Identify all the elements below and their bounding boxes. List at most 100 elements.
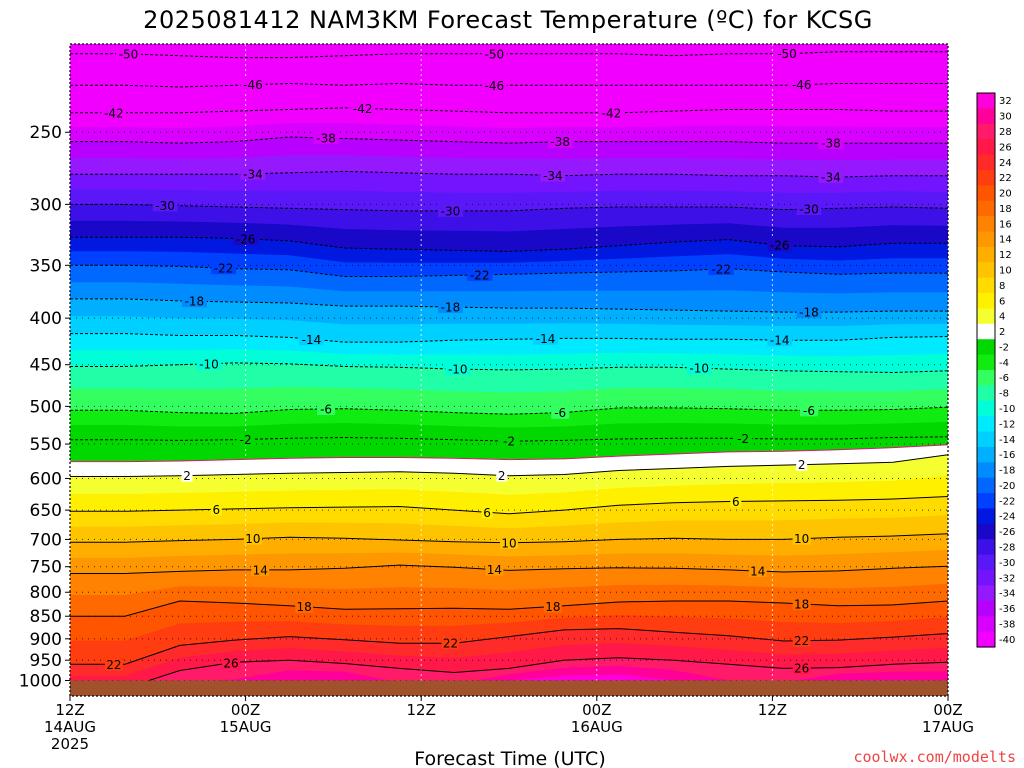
chart-title: 2025081412 NAM3KM Forecast Temperature (… xyxy=(143,6,873,34)
contour-label: -38 xyxy=(821,137,841,151)
contour-label-bg xyxy=(313,131,339,145)
colorbar-label: -16 xyxy=(999,450,1015,461)
colorbar-label: -8 xyxy=(999,389,1009,400)
contour-label-bg xyxy=(818,169,844,183)
contour-label-bg xyxy=(792,661,811,675)
contour-label: -6 xyxy=(320,402,332,416)
contour-label: -42 xyxy=(353,102,373,116)
contour-label-bg xyxy=(485,562,504,576)
contour-label: -18 xyxy=(799,306,819,320)
contour-label: -50 xyxy=(485,47,505,61)
contour-label: 2 xyxy=(183,469,191,483)
colorbar-swatch xyxy=(977,231,995,248)
x-axis-label: Forecast Time (UTC) xyxy=(414,748,605,768)
contour-label-bg xyxy=(233,231,259,245)
contour-label-bg xyxy=(796,305,822,319)
colorbar-swatch xyxy=(977,523,995,540)
y-tick-label: 800 xyxy=(30,583,62,603)
contour-label-bg xyxy=(598,105,624,119)
x-tick-label: 00Z xyxy=(933,701,962,719)
x-tick-label: 12Z xyxy=(758,701,787,719)
colorbar-label: 22 xyxy=(999,173,1012,184)
contour-label: -30 xyxy=(155,199,175,213)
contour-label-bg xyxy=(767,333,793,347)
contour-label: 18 xyxy=(794,597,809,611)
contour-label: 14 xyxy=(253,563,268,577)
contour-label: 14 xyxy=(487,563,502,577)
contour-label-bg xyxy=(196,356,222,370)
colorbar-label: -14 xyxy=(999,435,1015,446)
colorbar-label: 4 xyxy=(999,312,1005,323)
contour-label-bg xyxy=(251,562,270,576)
contour-label: -22 xyxy=(214,262,234,276)
contour-label: -14 xyxy=(536,332,556,346)
colorbar-swatch xyxy=(977,400,995,417)
x-tick-label: 2025 xyxy=(51,735,89,753)
colorbar-swatch xyxy=(977,139,995,156)
ground-layer xyxy=(70,680,948,696)
contour-label-bg xyxy=(441,636,460,650)
colorbar-label: 30 xyxy=(999,112,1012,123)
source-credit[interactable]: coolwx.com/modelts xyxy=(853,748,1016,766)
colorbar-swatch xyxy=(977,123,995,140)
colorbar-swatch xyxy=(977,200,995,217)
contour-line xyxy=(70,564,948,574)
colorbar-label: -22 xyxy=(999,496,1015,507)
colorbar-swatch xyxy=(977,493,995,510)
contour-label-bg xyxy=(481,78,507,92)
contour-label-bg xyxy=(181,468,193,482)
contour-label: 6 xyxy=(213,503,221,517)
contour-label: 18 xyxy=(545,600,560,614)
contour-label: -26 xyxy=(236,232,256,246)
colorbar-swatch xyxy=(977,570,995,587)
colorbar-label: -28 xyxy=(999,542,1015,553)
contour-label: -46 xyxy=(792,78,812,92)
contour-label-bg xyxy=(792,531,811,545)
contour-label: 22 xyxy=(443,637,458,651)
contour-label-bg xyxy=(533,331,559,345)
colorbar-swatch xyxy=(977,216,995,233)
contour-label-bg xyxy=(734,431,753,445)
colorbar-label: 2 xyxy=(999,327,1005,338)
contour-label: -18 xyxy=(441,301,461,315)
contour-label-bg xyxy=(104,657,123,671)
contour-label: -10 xyxy=(448,363,468,377)
colorbar-swatch xyxy=(977,370,995,386)
contour-label-bg xyxy=(101,105,127,119)
colorbar-label: 26 xyxy=(999,142,1012,153)
ground-below-surface xyxy=(70,680,948,696)
contour-label-bg xyxy=(240,166,266,180)
contour-label: -30 xyxy=(799,202,819,216)
colorbar-label: 24 xyxy=(999,158,1012,169)
colorbar-label: 20 xyxy=(999,189,1012,200)
contour-label-bg xyxy=(240,77,266,91)
contour-label-bg xyxy=(500,535,518,549)
colorbar-swatch xyxy=(977,616,995,633)
contour-label: -6 xyxy=(554,406,566,420)
x-tick-label: 16AUG xyxy=(571,718,623,736)
contour-label-bg xyxy=(774,46,800,60)
plot-frame xyxy=(69,43,949,697)
contour-label-bg xyxy=(551,405,570,419)
colorbar-swatch xyxy=(977,262,995,279)
contour-label-bg xyxy=(818,136,844,150)
colorbar-swatch xyxy=(977,446,995,463)
contour-label: -38 xyxy=(316,132,336,146)
contour-label-bg xyxy=(730,494,742,508)
contour-label: 18 xyxy=(296,600,311,614)
contour-label-bg xyxy=(686,361,712,375)
y-tick-label: 300 xyxy=(30,195,62,215)
colorbar-label: -34 xyxy=(999,589,1015,600)
colorbar-swatch xyxy=(977,477,995,494)
colorbar-swatch xyxy=(977,354,995,371)
contour-label-bg xyxy=(298,332,324,346)
contour-label-bg xyxy=(467,267,493,281)
contour-label-bg xyxy=(317,401,336,415)
x-tick-label: 00Z xyxy=(231,701,260,719)
contour-line xyxy=(70,136,948,144)
contour-label: -46 xyxy=(485,79,505,93)
y-tick-label: 500 xyxy=(30,397,62,417)
contour-label: -42 xyxy=(104,106,124,120)
